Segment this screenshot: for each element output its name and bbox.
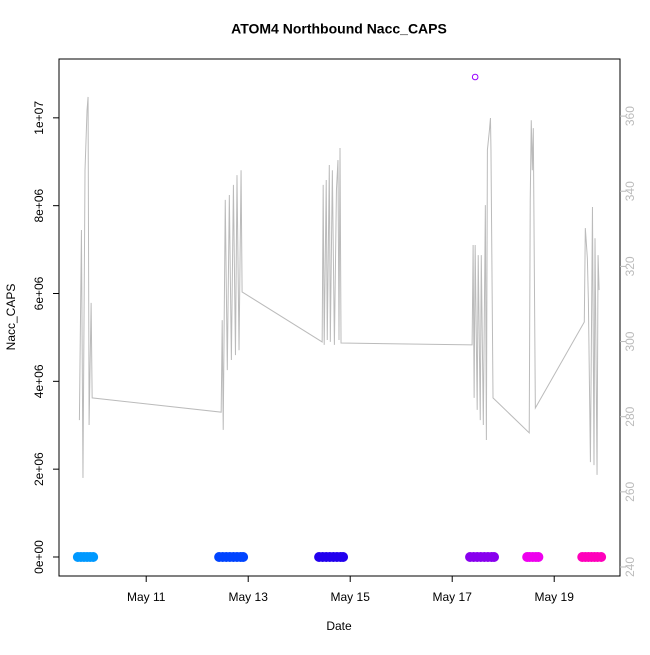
x-tick-label: May 13	[229, 590, 269, 604]
data-point	[533, 551, 544, 562]
y2-tick-label: 240	[623, 557, 637, 577]
data-point	[338, 551, 349, 562]
data-point	[596, 551, 607, 562]
y-tick-label: 4e+06	[32, 364, 46, 398]
y-tick-label: 8e+06	[32, 188, 46, 222]
y2-tick-label: 340	[623, 181, 637, 201]
data-point	[88, 551, 99, 562]
y2-tick-label: 300	[623, 331, 637, 351]
x-tick-label: May 11	[127, 590, 166, 604]
y2-tick-label: 260	[623, 482, 637, 502]
y-tick-label: 2e+06	[32, 452, 46, 486]
y-tick-label: 0e+00	[32, 540, 46, 574]
y-tick-label: 6e+06	[32, 276, 46, 310]
x-tick-label: May 17	[433, 590, 473, 604]
x-tick-label: May 15	[331, 590, 371, 604]
plot-frame	[58, 58, 621, 577]
data-line	[78, 96, 600, 478]
x-tick-label: May 19	[535, 590, 575, 604]
y-axis-label: Nacc_CAPS	[4, 284, 18, 351]
x-axis-label: Date	[326, 619, 352, 633]
data-point	[238, 551, 249, 562]
y-tick-label: 1e+07	[32, 101, 46, 135]
chart-title: ATOM4 Northbound Nacc_CAPS	[231, 21, 447, 37]
y2-tick-label: 280	[623, 406, 637, 426]
y2-tick-label: 320	[623, 256, 637, 276]
data-point	[471, 73, 479, 81]
data-point	[489, 551, 500, 562]
y2-tick-label: 360	[623, 106, 637, 126]
